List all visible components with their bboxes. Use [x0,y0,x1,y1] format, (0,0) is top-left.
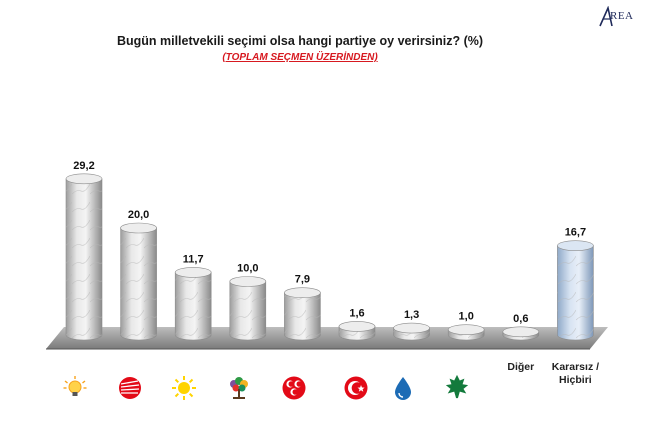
category-label: Kararsız / Hiçbiri [551,361,600,386]
bar [338,321,376,341]
bar-texture [66,178,102,340]
bar-cap [557,240,594,251]
bar-texture [120,228,157,340]
bar-texture [229,281,266,340]
bar-cap [338,321,376,332]
bar [502,326,540,341]
bar [174,267,212,341]
value-label: 1,0 [459,311,474,323]
bar-texture [175,272,212,340]
value-label: 7,9 [295,274,310,286]
bar [284,287,321,341]
hdp-tree-icon [230,377,248,399]
gelecek-leaf-icon [445,374,469,399]
iyi-sun-icon [172,376,196,400]
value-label: 29,2 [73,160,94,172]
bar [120,222,157,341]
value-label: 11,7 [183,253,204,265]
bar-texture [557,245,594,340]
value-label: 0,6 [513,313,528,325]
value-label: 1,6 [349,307,364,319]
bar-cap [65,173,103,185]
bar [447,324,485,341]
bar-cap [229,276,267,287]
bar-cap [174,267,212,278]
bar-cap [120,222,157,234]
bar-cap [393,322,430,334]
bar-cap [447,324,485,335]
value-label: 16,7 [565,227,586,239]
category-label: Diğer [507,361,535,373]
saadet-crescent-icon [344,376,368,400]
chart-title: Bugün milletvekili seçimi olsa hangi par… [116,34,484,48]
bar-cap [502,326,540,338]
chart-subtitle: (TOPLAM SEÇMEN ÜZERİNDEN) [222,52,378,63]
bar [229,276,267,341]
chp-six-arrows-icon [119,377,141,399]
value-label: 1,3 [404,309,419,321]
deva-drop-icon [395,377,411,400]
bar-cap [284,287,321,299]
akp-bulb-icon [63,376,87,396]
mhp-crescents-icon [282,376,306,400]
value-label: 10,0 [237,263,258,275]
bar [65,173,103,341]
logo-text: REA [610,10,634,22]
bars [65,173,594,341]
bar-texture [284,292,321,340]
bar [393,322,430,341]
value-label: 20,0 [128,209,149,221]
area-logo [599,6,613,27]
value-labels: 29,2 20,0 11,7 10,0 7,9 1,6 1,3 1,0 0,6 16,7 [73,160,586,325]
bar [557,240,594,341]
